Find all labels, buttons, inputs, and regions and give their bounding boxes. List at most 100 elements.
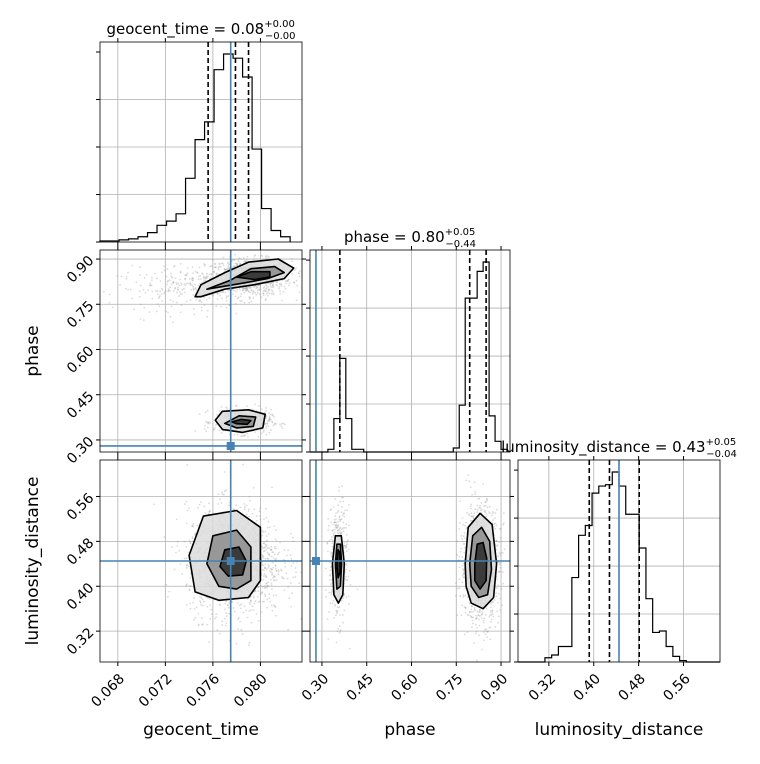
sample-point (243, 435, 246, 437)
sample-point (188, 539, 191, 542)
sample-point (327, 518, 330, 520)
sample-point (261, 534, 263, 537)
sample-point (217, 493, 220, 496)
sample-point (226, 267, 229, 270)
sample-point (237, 602, 239, 604)
sample-point (244, 260, 247, 263)
sample-point (271, 420, 273, 423)
sample-point (183, 557, 186, 560)
sample-point (330, 591, 333, 594)
sample-point (326, 618, 329, 620)
sample-point (259, 286, 261, 289)
sample-point (265, 284, 268, 287)
sample-point (203, 276, 206, 279)
sample-point (271, 588, 273, 591)
sample-point (227, 289, 230, 292)
sample-point (243, 302, 246, 304)
sample-point (197, 612, 200, 615)
sample-point (493, 523, 496, 526)
panel-border (309, 249, 511, 453)
sample-point (339, 629, 342, 631)
sample-point (225, 297, 228, 299)
sample-point (465, 479, 467, 482)
title-upper-error: +0.05 (445, 227, 476, 238)
sample-point (180, 304, 183, 307)
sample-point (179, 262, 182, 265)
sample-point (239, 263, 242, 265)
sample-point (237, 259, 240, 261)
sample-point (191, 279, 194, 282)
sample-point (485, 515, 488, 518)
sample-point (294, 567, 297, 569)
sample-point (470, 610, 473, 613)
sample-point (475, 632, 477, 635)
sample-point (271, 290, 274, 293)
sample-point (199, 299, 201, 301)
sample-point (468, 480, 471, 483)
sample-point (343, 515, 346, 518)
sample-point (254, 285, 257, 287)
sample-point (477, 498, 480, 500)
sample-point (227, 295, 229, 298)
sample-point (205, 299, 208, 301)
sample-point (290, 605, 292, 608)
sample-point (236, 264, 238, 267)
sample-point (212, 294, 214, 297)
sample-point (334, 603, 336, 606)
sample-point (221, 262, 224, 265)
sample-point (236, 264, 239, 266)
sample-point (199, 278, 202, 280)
sample-point (206, 409, 209, 412)
sample-point (254, 254, 257, 256)
sample-point (261, 432, 263, 434)
sample-point (294, 576, 297, 578)
sample-point (202, 604, 204, 607)
sample-point (269, 567, 272, 570)
sample-point (261, 546, 264, 548)
sample-point (265, 575, 268, 578)
sample-point (279, 292, 282, 295)
sample-point (273, 604, 276, 607)
sample-point (478, 506, 481, 509)
sample-point (278, 286, 281, 288)
sample-point (263, 290, 265, 292)
sample-point (292, 576, 295, 579)
sample-point (343, 544, 346, 547)
sample-point (339, 526, 342, 529)
sample-point (225, 299, 228, 302)
sample-point (273, 576, 276, 578)
sample-point (267, 291, 269, 294)
sample-point (222, 264, 225, 267)
sample-point (171, 321, 174, 324)
sample-point (227, 265, 230, 268)
sample-point (209, 265, 211, 268)
sample-point (189, 282, 192, 285)
sample-point (500, 551, 503, 554)
sample-point (219, 263, 221, 265)
sample-point (480, 617, 483, 619)
sample-point (336, 511, 339, 514)
sample-point (239, 257, 242, 260)
sample-point (274, 605, 276, 608)
sample-point (325, 589, 327, 591)
sample-point (187, 282, 190, 285)
sample-point (231, 293, 234, 296)
sample-point (227, 262, 230, 265)
sample-point (474, 490, 477, 493)
sample-point (184, 274, 187, 276)
sample-point (497, 584, 499, 587)
x-axis-label-phase: phase (384, 720, 435, 740)
sample-point (266, 586, 268, 589)
sample-point (161, 271, 163, 274)
sample-point (244, 260, 247, 263)
sample-point (232, 265, 235, 268)
sample-point (159, 295, 161, 297)
sample-point (196, 524, 199, 527)
sample-point (223, 490, 226, 493)
x-tick-label-geocent_time: 0.080 (231, 671, 271, 711)
sample-point (486, 630, 488, 633)
sample-point (246, 616, 249, 619)
sample-point (261, 568, 264, 571)
panel-border (99, 459, 303, 663)
sample-point (169, 315, 172, 318)
